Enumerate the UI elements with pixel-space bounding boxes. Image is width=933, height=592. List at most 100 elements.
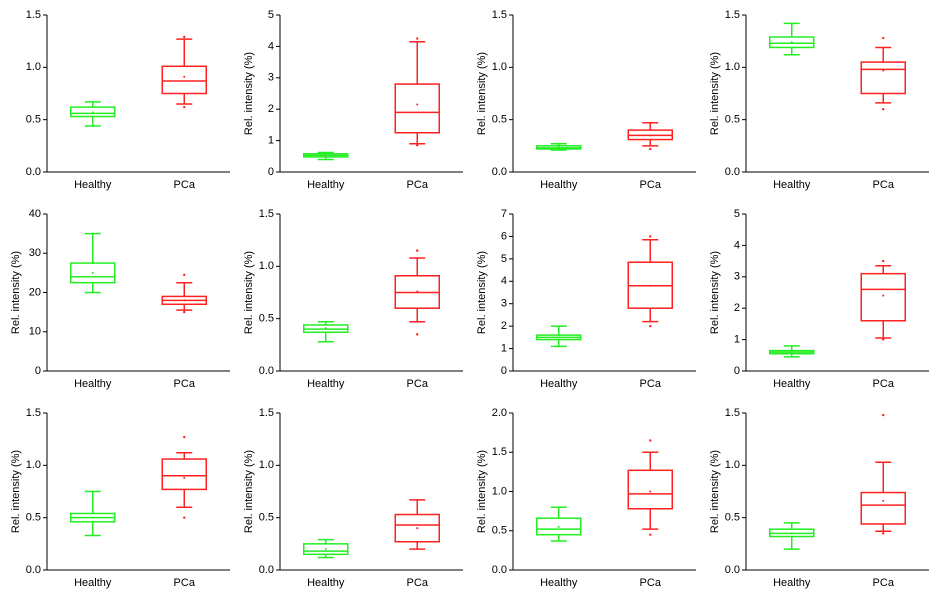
min-point — [183, 311, 185, 313]
y-tick-label: 1.0 — [26, 459, 41, 471]
max-point — [183, 436, 185, 438]
y-tick-label: 4 — [501, 275, 507, 287]
mean — [92, 517, 94, 519]
y-tick-label: 1.0 — [725, 61, 740, 73]
y-tick-label: 0.5 — [26, 114, 41, 126]
y-tick-label: 20 — [29, 286, 41, 298]
max-point — [183, 36, 185, 38]
panel: Rel. intensity (%)01234567HealthyPCa — [476, 208, 696, 390]
min-point — [882, 338, 884, 340]
max-point — [882, 260, 884, 262]
min-point — [649, 533, 651, 535]
y-tick-label: 1.5 — [492, 446, 507, 458]
x-tick-label: Healthy — [307, 179, 345, 191]
x-tick-label: PCa — [174, 577, 196, 589]
y-tick-label: 0.0 — [492, 564, 507, 576]
x-tick-label: PCa — [873, 179, 895, 191]
mean — [325, 154, 327, 156]
mean — [791, 41, 793, 43]
x-tick-label: PCa — [873, 378, 895, 390]
y-tick-label: 0 — [35, 365, 41, 377]
y-tick-label: 1.5 — [725, 9, 740, 21]
mean — [416, 527, 418, 529]
y-axis-label: Rel. intensity (%) — [243, 52, 255, 135]
y-axis-label: Rel. intensity (%) — [243, 251, 255, 334]
x-tick-label: PCa — [640, 179, 662, 191]
y-tick-label: 5 — [734, 208, 740, 220]
y-tick-label: 0.0 — [26, 166, 41, 178]
panel: Rel. intensity (%)0.00.51.01.52.0Healthy… — [476, 407, 696, 589]
y-axis-label: Rel. intensity (%) — [476, 450, 488, 533]
min-point — [882, 108, 884, 110]
y-tick-label: 7 — [501, 208, 507, 220]
mean — [791, 532, 793, 534]
y-tick-label: 2.0 — [492, 407, 507, 419]
mean — [92, 111, 94, 113]
mean — [183, 477, 185, 479]
mean — [558, 336, 560, 338]
min-point — [882, 532, 884, 534]
mean — [649, 491, 651, 493]
y-tick-label: 0 — [268, 166, 274, 178]
y-tick-label: 0.5 — [259, 512, 274, 524]
max-point — [183, 274, 185, 276]
x-tick-label: PCa — [873, 577, 895, 589]
y-axis-label: Rel. intensity (%) — [243, 450, 255, 533]
mean — [325, 548, 327, 550]
x-tick-label: PCa — [407, 577, 429, 589]
y-tick-label: 4 — [268, 40, 274, 52]
y-tick-label: 1.0 — [26, 61, 41, 73]
y-tick-label: 0.5 — [725, 114, 740, 126]
y-tick-label: 1.0 — [725, 459, 740, 471]
mean — [416, 103, 418, 105]
y-tick-label: 2 — [734, 302, 740, 314]
y-tick-label: 4 — [734, 239, 740, 251]
mean — [649, 134, 651, 136]
box — [162, 66, 206, 93]
x-tick-label: Healthy — [773, 577, 811, 589]
y-tick-label: 0.0 — [259, 564, 274, 576]
x-tick-label: PCa — [407, 378, 429, 390]
mean — [325, 327, 327, 329]
mean — [649, 285, 651, 287]
y-tick-label: 1.0 — [259, 459, 274, 471]
x-tick-label: PCa — [407, 179, 429, 191]
y-tick-label: 0.5 — [725, 512, 740, 524]
mean — [882, 295, 884, 297]
y-axis-label: Rel. intensity (%) — [10, 251, 22, 334]
y-tick-label: 3 — [268, 72, 274, 84]
max-point — [416, 249, 418, 251]
x-tick-label: Healthy — [773, 378, 811, 390]
y-tick-label: 2 — [268, 103, 274, 115]
x-tick-label: Healthy — [540, 179, 578, 191]
x-tick-label: Healthy — [773, 179, 811, 191]
y-tick-label: 0.0 — [725, 166, 740, 178]
min-point — [183, 516, 185, 518]
y-tick-label: 6 — [501, 230, 507, 242]
y-axis-label: Rel. intensity (%) — [709, 52, 721, 135]
y-tick-label: 0.0 — [259, 365, 274, 377]
y-tick-label: 40 — [29, 208, 41, 220]
box — [861, 62, 905, 93]
y-tick-label: 0 — [501, 365, 507, 377]
mean — [791, 351, 793, 353]
y-tick-label: 0.0 — [26, 564, 41, 576]
max-point — [416, 37, 418, 39]
max-point — [649, 439, 651, 441]
x-tick-label: Healthy — [540, 378, 578, 390]
y-tick-label: 2 — [501, 320, 507, 332]
max-point — [882, 37, 884, 39]
x-tick-label: Healthy — [74, 577, 112, 589]
panel: Rel. intensity (%)0.00.51.01.5HealthyPCa — [243, 208, 463, 390]
panel: Rel. intensity (%)012345HealthyPCa — [709, 208, 929, 390]
y-tick-label: 1 — [268, 135, 274, 147]
mean — [183, 76, 185, 78]
max-point — [649, 235, 651, 237]
y-tick-label: 1.5 — [492, 9, 507, 21]
x-tick-label: PCa — [174, 378, 196, 390]
y-tick-label: 1.5 — [26, 407, 41, 419]
